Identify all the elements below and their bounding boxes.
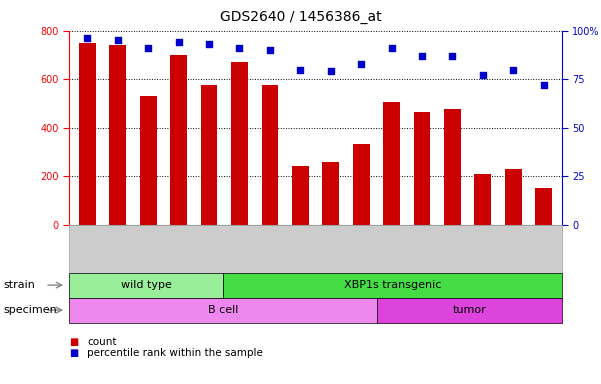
Point xyxy=(508,66,518,73)
Point xyxy=(82,35,92,41)
Text: count: count xyxy=(87,337,117,347)
Point xyxy=(356,61,366,67)
Text: strain: strain xyxy=(3,280,35,290)
Bar xyxy=(413,112,430,225)
Text: percentile rank within the sample: percentile rank within the sample xyxy=(87,348,263,358)
Bar xyxy=(535,188,552,225)
Point xyxy=(144,45,153,51)
Point xyxy=(296,66,305,73)
Bar xyxy=(231,62,248,225)
Text: ■: ■ xyxy=(69,348,78,358)
Bar xyxy=(79,43,96,225)
Text: wild type: wild type xyxy=(121,280,171,290)
Bar xyxy=(261,85,278,225)
Text: ■: ■ xyxy=(69,337,78,347)
Bar xyxy=(292,167,309,225)
Bar xyxy=(383,102,400,225)
Text: B cell: B cell xyxy=(208,305,239,315)
Bar xyxy=(140,96,157,225)
Text: specimen: specimen xyxy=(3,305,56,315)
Text: XBP1s transgenic: XBP1s transgenic xyxy=(344,280,441,290)
Bar xyxy=(322,162,339,225)
Point xyxy=(234,45,244,51)
Text: tumor: tumor xyxy=(453,305,486,315)
Bar xyxy=(505,169,522,225)
Bar xyxy=(474,174,491,225)
Point xyxy=(113,37,123,43)
Point xyxy=(387,45,397,51)
Point xyxy=(539,82,549,88)
Text: GDS2640 / 1456386_at: GDS2640 / 1456386_at xyxy=(220,10,381,23)
Bar xyxy=(170,55,187,225)
Bar xyxy=(109,45,126,225)
Bar xyxy=(201,85,218,225)
Point xyxy=(448,53,457,59)
Point xyxy=(265,47,275,53)
Point xyxy=(478,72,487,78)
Point xyxy=(204,41,214,47)
Point xyxy=(326,68,335,74)
Bar xyxy=(444,109,461,225)
Point xyxy=(417,53,427,59)
Bar xyxy=(353,144,370,225)
Point xyxy=(174,39,183,45)
